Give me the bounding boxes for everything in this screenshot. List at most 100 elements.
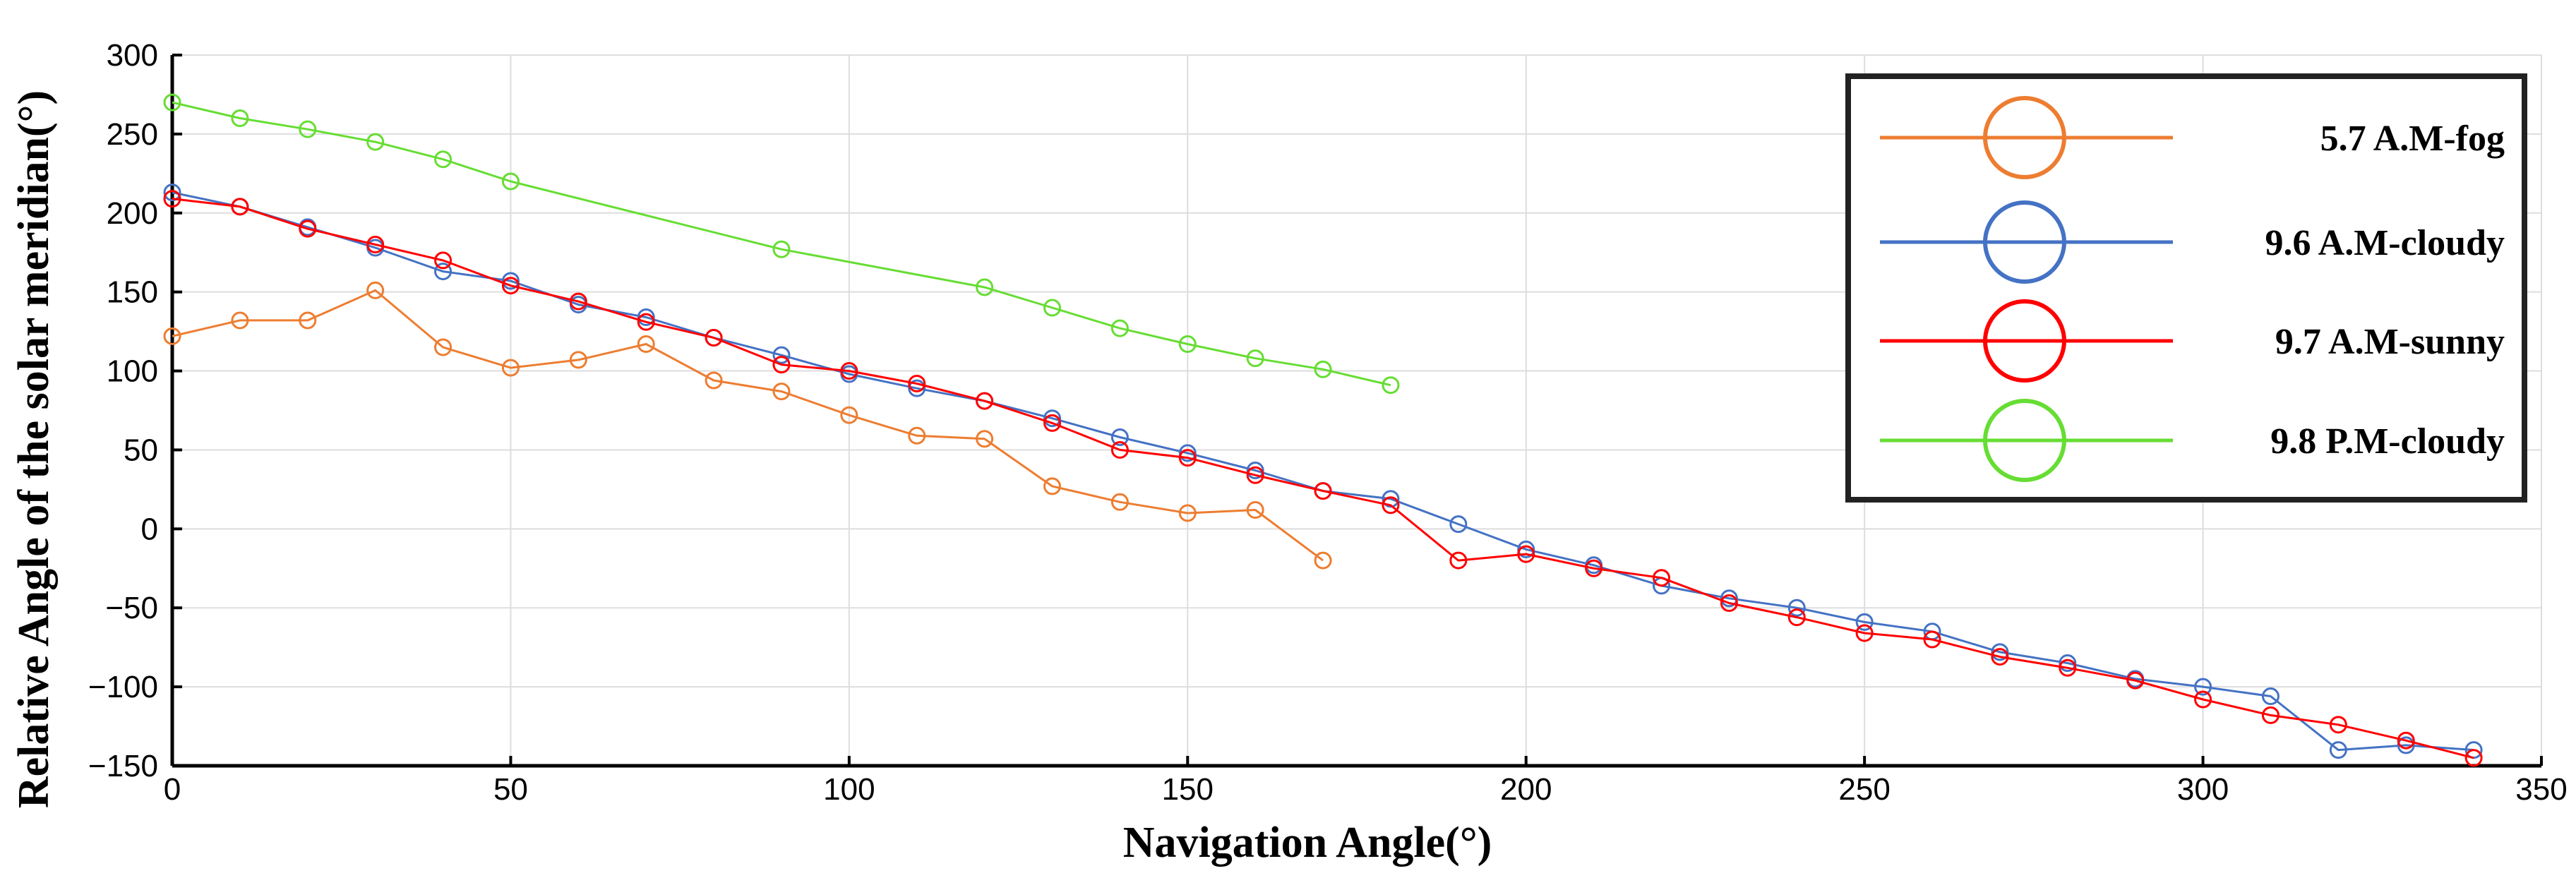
x-tick-label: 150 xyxy=(1162,772,1214,807)
legend: 5.7 A.M-fog 9.6 A.M-cloudy 9.7 A.M-sunny 9.… xyxy=(1845,73,2527,503)
data-point xyxy=(908,379,926,397)
data-point xyxy=(231,311,249,330)
data-point xyxy=(501,272,520,290)
data-point xyxy=(976,430,994,448)
data-point xyxy=(637,308,655,326)
data-point xyxy=(772,240,791,258)
data-point xyxy=(1246,349,1264,368)
data-point xyxy=(1923,630,1941,649)
data-point xyxy=(2261,687,2280,706)
series-line xyxy=(172,289,1324,562)
data-point xyxy=(976,392,994,410)
data-point xyxy=(2397,736,2415,754)
data-point xyxy=(2261,706,2280,724)
data-point xyxy=(231,198,249,216)
legend-swatch-marker xyxy=(1983,299,2066,383)
data-point xyxy=(366,236,385,254)
data-point xyxy=(1787,608,1806,627)
x-tick-label: 350 xyxy=(2515,772,2567,807)
data-point xyxy=(705,371,723,390)
data-point xyxy=(1720,589,1738,608)
data-point xyxy=(1043,409,1062,428)
x-tick-label: 250 xyxy=(1838,772,1890,807)
data-point xyxy=(1652,569,1670,587)
x-tick-label: 0 xyxy=(164,772,181,807)
tick-layer: 0 50 100 150 200 250 300 350300250200150100500−… xyxy=(88,38,2568,807)
data-point xyxy=(2397,731,2415,750)
data-point xyxy=(637,335,655,354)
legend-label: 9.7 A.M-sunny xyxy=(2275,322,2505,362)
data-point xyxy=(705,329,723,347)
data-point xyxy=(1178,444,1197,462)
data-point xyxy=(1787,599,1806,617)
y-tick-label: −50 xyxy=(105,591,158,625)
data-point xyxy=(434,251,453,270)
data-point xyxy=(1382,490,1400,508)
data-point xyxy=(501,277,520,295)
data-point xyxy=(1314,360,1332,378)
data-point xyxy=(569,351,587,369)
data-point xyxy=(1720,594,1738,613)
data-point xyxy=(1449,551,1468,570)
series-1 xyxy=(163,281,1332,570)
data-point xyxy=(2329,741,2347,759)
data-point xyxy=(840,406,858,424)
data-point xyxy=(299,220,317,238)
y-axis-title: Relative Angle of the solar meridian(°) xyxy=(10,90,58,808)
y-tick-label: −100 xyxy=(88,670,158,704)
data-point xyxy=(1178,449,1197,467)
data-point xyxy=(1517,545,1535,563)
legend-label: 9.8 P.M-cloudy xyxy=(2270,421,2505,462)
data-point xyxy=(2059,654,2077,673)
axis-layer xyxy=(170,55,2541,768)
data-point xyxy=(501,359,520,377)
legend-item-1: 5.7 A.M-fog xyxy=(1880,96,2505,179)
data-point xyxy=(1110,440,1129,459)
series-layer xyxy=(163,93,2483,767)
y-tick-label: −150 xyxy=(88,749,158,783)
y-tick-label: 150 xyxy=(107,275,158,310)
data-point xyxy=(1517,540,1535,558)
y-tick-label: 100 xyxy=(107,354,158,389)
series-4 xyxy=(163,93,1400,395)
legend-item-4: 9.8 P.M-cloudy xyxy=(1880,399,2505,482)
data-point xyxy=(1246,462,1264,480)
data-point xyxy=(163,93,181,112)
data-point xyxy=(1991,643,2009,661)
legend-item-3: 9.7 A.M-sunny xyxy=(1880,299,2505,383)
data-point xyxy=(2126,671,2145,690)
data-point xyxy=(1043,414,1062,432)
data-point xyxy=(2194,678,2212,696)
data-point xyxy=(1043,477,1062,495)
data-point xyxy=(1110,428,1129,447)
data-point xyxy=(163,190,181,208)
y-tick-label: 50 xyxy=(124,433,158,467)
legend-box xyxy=(1845,73,2527,503)
legend-swatch-marker xyxy=(1983,96,2066,179)
data-point xyxy=(1314,551,1332,570)
data-point xyxy=(2329,716,2347,734)
data-point xyxy=(1382,376,1400,395)
data-point xyxy=(908,374,926,392)
x-tick-label: 100 xyxy=(823,772,875,807)
data-point xyxy=(231,109,249,128)
data-point xyxy=(772,383,791,401)
data-point xyxy=(366,133,385,151)
data-point xyxy=(1110,493,1129,511)
data-point xyxy=(1246,500,1264,519)
data-point xyxy=(2194,690,2212,709)
x-axis-title: Navigation Angle(°) xyxy=(1123,819,1492,867)
x-tick-label: 300 xyxy=(2177,772,2229,807)
legend-label: 5.7 A.M-fog xyxy=(2320,119,2505,159)
series-line xyxy=(172,198,2474,759)
data-point xyxy=(772,346,791,364)
data-point xyxy=(299,311,317,330)
legend-items: 5.7 A.M-fog 9.6 A.M-cloudy 9.7 A.M-sunny 9.… xyxy=(1880,96,2505,482)
legend-swatch-marker xyxy=(1983,399,2066,482)
data-point xyxy=(2464,749,2483,767)
data-point xyxy=(569,292,587,311)
data-point xyxy=(163,184,181,202)
data-point xyxy=(366,281,385,299)
data-point xyxy=(1178,504,1197,522)
